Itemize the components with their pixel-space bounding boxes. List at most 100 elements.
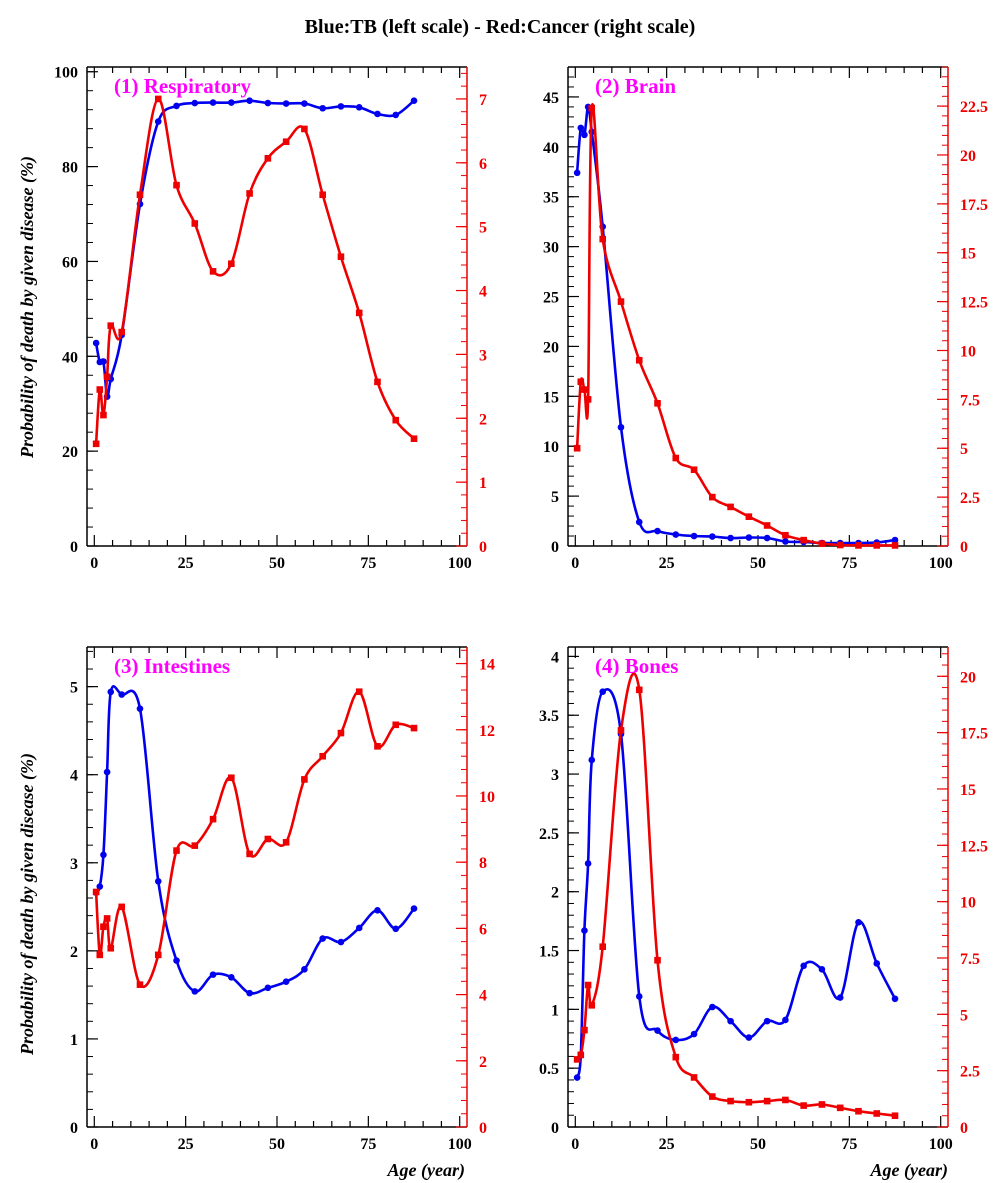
- cancer-data-point: [264, 155, 272, 162]
- cancer-data-point: [763, 1097, 771, 1105]
- y-axis-label-bottom: Probability of death by given disease (%…: [17, 753, 38, 1056]
- tb-data-point: [374, 110, 381, 118]
- cancer-data-point: [891, 1112, 899, 1120]
- cancer-data-point: [672, 454, 680, 462]
- cancer-data-point: [599, 943, 607, 951]
- right-y-tick-label: 20: [960, 669, 976, 686]
- cancer-data-point: [228, 774, 235, 782]
- left-y-tick-label: 4: [70, 768, 78, 785]
- cancer-data-point: [103, 915, 111, 922]
- x-tick-label: 75: [360, 1136, 376, 1153]
- x-tick-label: 0: [571, 555, 579, 572]
- right-y-tick-label: 0: [960, 1120, 968, 1137]
- cancer-data-point: [654, 399, 661, 407]
- tb-data-point: [191, 99, 199, 107]
- right-y-tick-label: 2.5: [960, 490, 980, 507]
- left-y-tick-label: 3: [551, 767, 559, 784]
- cancer-data-point: [617, 298, 625, 305]
- tb-series-line: [575, 105, 896, 545]
- cancer-data-point: [782, 1096, 789, 1104]
- cancer-data-point: [727, 503, 734, 511]
- cancer-data-point: [282, 839, 290, 846]
- left-y-tick-label: 0: [551, 539, 559, 556]
- tb-data-point: [92, 339, 100, 347]
- cancer-data-point: [584, 981, 592, 989]
- tb-data-point: [891, 536, 899, 544]
- tb-data-point: [581, 131, 588, 139]
- left-y-tick-label: 10: [543, 439, 559, 456]
- cancer-data-point: [103, 373, 111, 381]
- left-y-tick-label: 0: [551, 1120, 559, 1137]
- left-y-tick-label: 80: [62, 160, 78, 177]
- tb-data-point: [690, 1030, 698, 1038]
- cancer-data-point: [337, 253, 345, 260]
- right-y-tick-label: 15: [960, 782, 976, 799]
- right-y-tick-label: 17.5: [960, 197, 988, 214]
- right-y-tick-label: 5: [960, 441, 968, 458]
- left-y-tick-label: 1: [70, 1032, 78, 1049]
- cancer-data-point: [246, 190, 253, 197]
- right-y-tick-label: 10: [960, 343, 976, 360]
- left-y-tick-label: 1: [551, 1002, 559, 1019]
- cancer-series-line: [94, 97, 415, 444]
- cancer-data-point: [599, 235, 607, 243]
- left-y-tick-label: 60: [62, 254, 78, 271]
- right-y-tick-label: 22.5: [960, 99, 988, 116]
- right-y-tick-label: 1: [479, 475, 487, 492]
- cancer-data-point: [107, 322, 115, 329]
- tb-data-point: [763, 1017, 771, 1025]
- panel-title-bones: (4) Bones: [595, 654, 678, 678]
- tb-data-point: [154, 877, 162, 885]
- right-y-tick-label: 7.5: [960, 951, 980, 968]
- x-axis-label-right: Age (year): [870, 1160, 948, 1181]
- x-tick-label: 50: [269, 1136, 285, 1153]
- tb-data-point: [264, 984, 272, 992]
- x-tick-label: 25: [178, 1136, 194, 1153]
- tb-series-line: [575, 688, 897, 1078]
- tb-data-point: [800, 962, 807, 970]
- tb-data-point: [654, 527, 661, 535]
- x-tick-label: 50: [269, 555, 285, 572]
- cancer-data-point: [301, 125, 308, 133]
- left-y-tick-label: 5: [70, 680, 78, 697]
- cancer-data-point: [690, 466, 698, 474]
- right-y-tick-label: 2: [479, 411, 487, 428]
- tb-data-point: [118, 691, 126, 698]
- cancer-data-point: [800, 536, 807, 544]
- cancer-data-point: [800, 1102, 807, 1109]
- cancer-data-point: [209, 268, 217, 275]
- left-y-tick-label: 20: [543, 339, 559, 356]
- tb-data-point: [577, 124, 585, 132]
- right-y-tick-label: 7.5: [960, 392, 980, 409]
- left-y-tick-label: 5: [551, 489, 559, 506]
- cancer-data-point: [355, 688, 363, 695]
- tb-data-point: [599, 688, 607, 696]
- tb-data-point: [301, 100, 308, 107]
- tb-data-point: [782, 538, 789, 545]
- cancer-data-point: [588, 104, 596, 112]
- tb-data-point: [282, 100, 290, 107]
- x-tick-label: 0: [90, 555, 98, 572]
- right-y-tick-label: 10: [960, 895, 976, 912]
- tb-data-point: [319, 935, 326, 942]
- left-y-tick-label: 100: [54, 65, 78, 82]
- cancer-series-line: [575, 103, 895, 547]
- tb-data-point: [100, 358, 107, 365]
- right-y-tick-label: 12: [479, 723, 495, 740]
- tb-data-point: [173, 957, 180, 964]
- tb-data-point: [617, 423, 625, 431]
- cancer-data-point: [209, 815, 217, 823]
- cancer-data-point: [672, 1053, 680, 1061]
- tb-data-point: [635, 518, 643, 526]
- tb-data-point: [319, 104, 326, 112]
- right-y-tick-label: 5: [479, 220, 487, 237]
- right-y-tick-label: 12.5: [960, 838, 988, 855]
- cancer-data-point: [873, 542, 881, 549]
- tb-data-point: [745, 1034, 753, 1041]
- x-tick-label: 0: [571, 1136, 579, 1153]
- tb-data-point: [672, 1036, 680, 1044]
- tb-data-point: [672, 531, 680, 538]
- left-y-tick-label: 3: [70, 856, 78, 873]
- cancer-data-point: [191, 842, 199, 849]
